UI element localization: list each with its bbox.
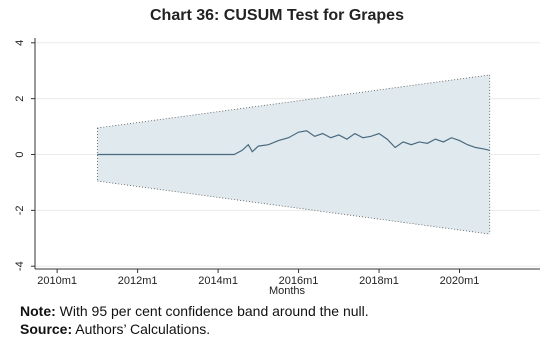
cusum-line: [97, 130, 490, 156]
x-tick-label: 2010m1: [37, 275, 77, 287]
note: Note: With 95 per cent confidence band a…: [20, 303, 369, 319]
source-text: Authors’ Calculations.: [72, 321, 211, 337]
x-tick-label: 2014m1: [198, 275, 238, 287]
note-label: Note:: [20, 303, 56, 319]
y-tick-label: -4: [14, 261, 26, 271]
source: Source: Authors’ Calculations.: [20, 321, 210, 337]
x-tick-label: 2020m1: [440, 275, 480, 287]
x-axis-label: Months: [269, 285, 306, 297]
note-text: With 95 per cent confidence band around …: [55, 303, 369, 319]
x-tick-label: 2016m1: [279, 275, 319, 287]
confidence-band: [97, 74, 490, 235]
y-tick-label: -2: [14, 205, 26, 215]
x-tick-label: 2012m1: [118, 275, 158, 287]
y-tick-label: 0: [14, 151, 26, 157]
source-label: Source:: [20, 321, 73, 337]
y-tick-label: 4: [14, 40, 26, 46]
chart: Chart 36: CUSUM Test for Grapes Months -…: [14, 7, 540, 297]
chart-title: Chart 36: CUSUM Test for Grapes: [150, 7, 404, 24]
x-tick-label: 2018m1: [359, 275, 399, 287]
y-tick-label: 2: [14, 96, 26, 102]
